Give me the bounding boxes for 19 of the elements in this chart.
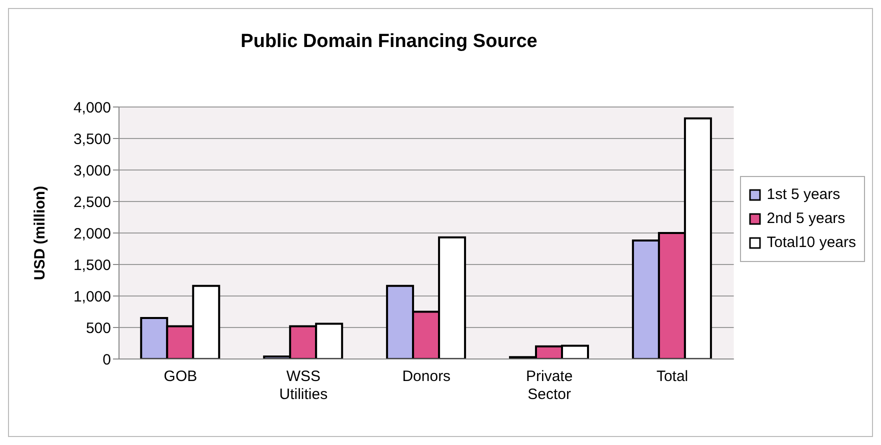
x-tick-label: Total bbox=[656, 368, 688, 385]
y-tick-label: 3,500 bbox=[73, 130, 111, 148]
y-tick-label: 3,000 bbox=[73, 162, 111, 180]
y-tick-label: 2,500 bbox=[73, 194, 111, 211]
x-tick-label: Donors bbox=[402, 368, 451, 385]
y-tick-label: 4,000 bbox=[73, 99, 111, 116]
x-tick-label: WSS Utilities bbox=[279, 368, 328, 403]
y-tick-label: 2,000 bbox=[73, 225, 111, 242]
y-tick-label: 0 bbox=[102, 351, 111, 368]
y-axis-title: USD (million) bbox=[31, 186, 48, 280]
y-tick-label: 1,000 bbox=[73, 288, 111, 306]
legend-label: 2nd 5 years bbox=[766, 209, 846, 229]
chart-title: Public Domain Financing Source bbox=[240, 31, 538, 53]
x-tick-label: Private Sector bbox=[526, 368, 573, 403]
y-tick-label: 500 bbox=[86, 320, 111, 337]
x-tick-label: GOB bbox=[164, 368, 198, 385]
y-tick-label: 1,500 bbox=[73, 256, 111, 274]
legend-label: 1st 5 years bbox=[766, 185, 840, 205]
legend-label: Total10 years bbox=[766, 233, 856, 253]
